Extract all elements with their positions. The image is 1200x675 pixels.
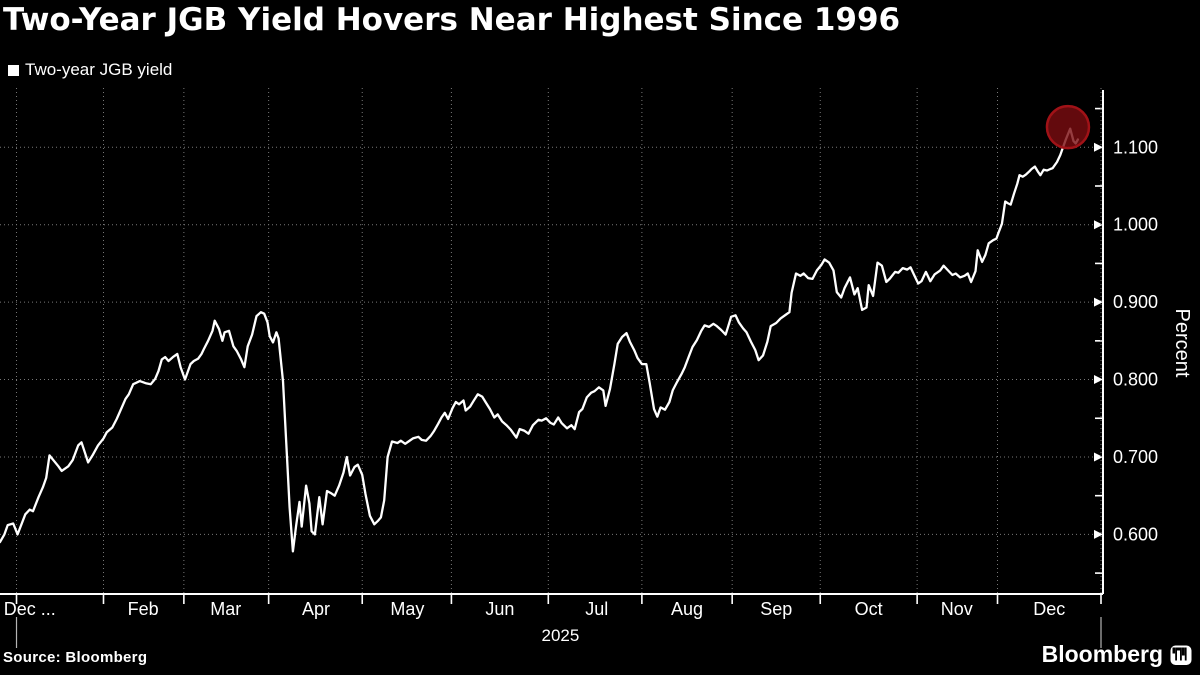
month-label: Aug	[671, 599, 703, 619]
bloomberg-wordmark: Bloomberg	[1041, 641, 1163, 667]
legend: Two-year JGB yield	[8, 60, 172, 80]
month-label: Jun	[485, 599, 514, 619]
month-label: May	[390, 599, 424, 619]
legend-swatch-icon	[8, 64, 19, 76]
y-tick-arrow-icon	[1094, 142, 1103, 152]
month-label: Oct	[855, 599, 883, 619]
bloomberg-branding: Bloomberg	[1042, 641, 1192, 668]
month-label: Jul	[585, 599, 608, 619]
bloomberg-bars-icon	[1170, 645, 1192, 665]
y-tick-label: 0.700	[1113, 447, 1158, 467]
month-label: Apr	[302, 599, 330, 619]
highlight-circle	[1045, 104, 1091, 150]
y-tick-label: 1.000	[1113, 215, 1158, 235]
y-tick-arrow-icon	[1094, 297, 1103, 307]
legend-label: Two-year JGB yield	[25, 60, 173, 79]
y-tick-arrow-icon	[1094, 375, 1103, 385]
year-label: 2025	[541, 626, 579, 645]
chart-title: Two-Year JGB Yield Hovers Near Highest S…	[3, 2, 901, 38]
month-label: Dec ...	[4, 599, 56, 619]
month-label: Mar	[210, 599, 241, 619]
month-label: Sep	[760, 599, 792, 619]
y-axis-title: Percent	[1171, 309, 1193, 378]
y-tick-label: 0.600	[1113, 524, 1158, 544]
y-tick-label: 1.100	[1113, 137, 1158, 157]
month-label: Nov	[941, 599, 973, 619]
y-tick-label: 0.800	[1113, 370, 1158, 390]
series-line	[0, 127, 1080, 553]
y-tick-arrow-icon	[1094, 452, 1103, 462]
month-label: Dec	[1033, 599, 1065, 619]
source-credit: Source: Bloomberg	[3, 649, 148, 666]
y-tick-arrow-icon	[1094, 529, 1103, 539]
month-label: Feb	[128, 599, 159, 619]
y-tick-arrow-icon	[1094, 220, 1103, 230]
y-tick-label: 0.900	[1113, 292, 1158, 312]
